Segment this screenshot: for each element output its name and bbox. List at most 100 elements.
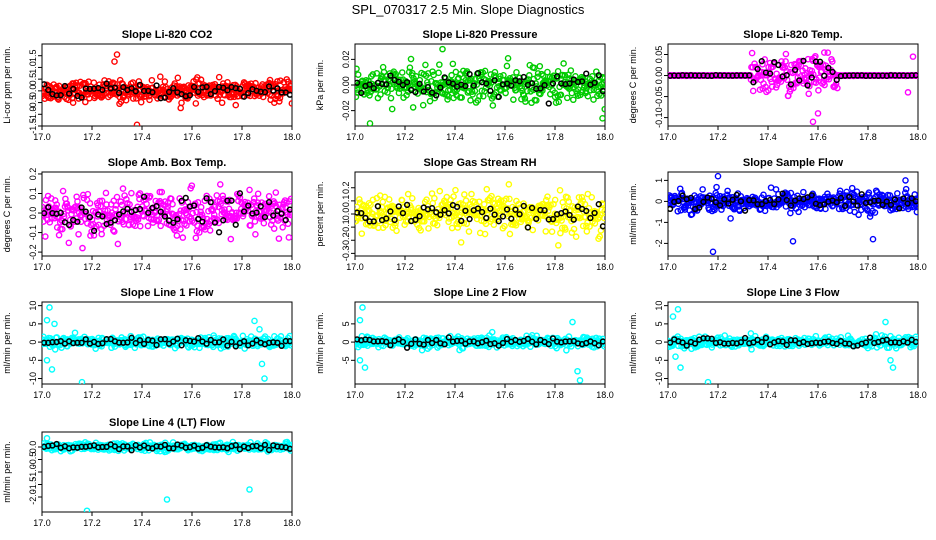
data-point: [143, 200, 150, 208]
outlier-point: [809, 118, 817, 126]
data-point: [449, 60, 457, 68]
x-tick-label: 17.6: [496, 262, 514, 272]
data-point: [429, 68, 436, 75]
data-point: [575, 194, 583, 201]
mean-point: [508, 82, 515, 89]
y-tick-label: 1.5: [28, 49, 38, 62]
data-point: [520, 91, 528, 99]
mean-point: [595, 342, 602, 349]
data-point: [481, 67, 489, 75]
mean-point: [120, 83, 127, 91]
mean-point: [362, 214, 369, 222]
data-point: [506, 230, 514, 238]
mean-point: [412, 336, 419, 343]
y-axis-label: ml/min per min.: [2, 312, 12, 374]
data-point: [123, 195, 130, 203]
data-point: [102, 189, 110, 197]
mean-point: [165, 88, 173, 96]
data-point: [699, 186, 706, 193]
mean-point: [487, 205, 494, 212]
mean-point: [821, 201, 828, 208]
data-point: [458, 94, 465, 101]
data-point: [224, 79, 231, 86]
data-point: [113, 193, 121, 201]
data-point: [872, 330, 880, 338]
y-tick-label: -5: [654, 356, 664, 364]
data-point: [783, 67, 790, 75]
mean-point: [779, 190, 786, 197]
mean-point: [399, 81, 407, 89]
data-point: [425, 225, 432, 232]
data-point: [570, 225, 578, 233]
mean-point: [553, 73, 561, 80]
mean-point: [779, 338, 786, 345]
data-point: [696, 193, 704, 200]
mean-point: [566, 211, 573, 219]
data-point: [134, 216, 142, 223]
data-point: [529, 226, 537, 234]
outlier-point: [674, 305, 682, 313]
x-tick-label: 17.2: [396, 132, 414, 142]
mean-point: [153, 203, 160, 210]
y-axis-label: Li-cor ppm per min.: [2, 46, 12, 124]
data-point: [387, 94, 395, 102]
data-point: [551, 196, 559, 204]
data-point: [435, 69, 442, 77]
mean-point: [416, 80, 423, 87]
mean-point: [433, 336, 440, 344]
outlier-point: [258, 360, 266, 368]
data-point: [502, 195, 510, 203]
data-point: [586, 223, 593, 230]
data-point: [253, 202, 261, 210]
data-point: [579, 222, 587, 230]
mean-point: [174, 335, 181, 342]
data-point: [601, 207, 605, 215]
outlier-point: [356, 316, 364, 324]
mean-point: [883, 198, 890, 205]
x-tick-label: 17.6: [183, 262, 201, 272]
data-point: [555, 242, 562, 249]
data-point: [355, 71, 362, 78]
x-tick-label: 17.4: [759, 132, 777, 142]
y-axis-label: percent per min.: [315, 181, 325, 246]
mean-point: [124, 205, 131, 213]
mean-point: [437, 84, 444, 91]
data-point: [419, 101, 427, 109]
data-point: [175, 210, 183, 218]
mean-point: [182, 194, 189, 202]
mean-point: [503, 206, 511, 213]
data-point: [808, 67, 816, 75]
data-point: [561, 71, 569, 79]
mean-point: [904, 200, 911, 207]
outlier-point: [909, 53, 917, 60]
x-tick-label: 17.0: [33, 518, 51, 528]
data-point: [501, 222, 508, 230]
mean-point: [908, 195, 915, 202]
data-point: [161, 78, 169, 85]
mean-point: [783, 341, 790, 349]
mean-point: [178, 197, 185, 205]
outlier-point: [43, 316, 51, 324]
data-point: [407, 55, 415, 63]
figure-title: SPL_070317 2.5 Min. Slope Diagnostics: [351, 2, 585, 17]
x-tick-label: 17.6: [183, 518, 201, 528]
data-point: [825, 75, 833, 83]
data-point: [710, 205, 717, 213]
data-point: [572, 233, 580, 241]
mean-point: [403, 79, 411, 86]
mean-point: [478, 208, 486, 216]
mean-point: [846, 193, 853, 201]
x-tick-label: 17.8: [546, 262, 564, 272]
data-point: [565, 198, 573, 206]
data-point: [288, 100, 292, 107]
mean-point: [195, 335, 202, 342]
y-axis-label: kPa per min.: [315, 60, 325, 111]
outlier-point: [261, 375, 268, 382]
mean-point: [466, 215, 473, 223]
chart-title: Slope Line 1 Flow: [121, 287, 214, 299]
data-point: [467, 97, 474, 104]
y-tick-label: 0: [654, 199, 664, 204]
data-point: [782, 50, 790, 58]
y-tick-label: 1: [654, 178, 664, 183]
